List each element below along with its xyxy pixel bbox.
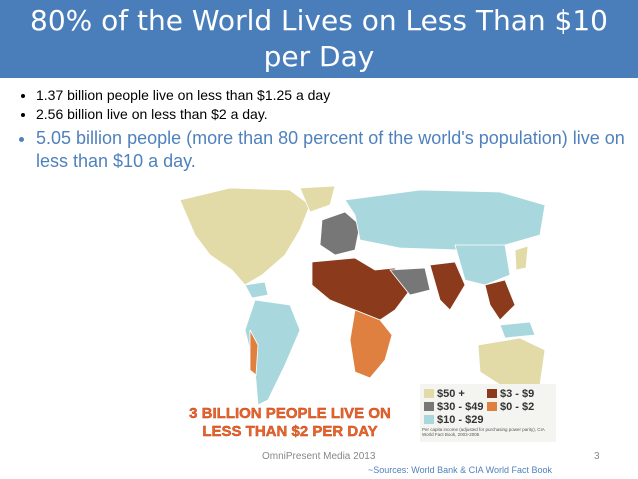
page-number: 3 [594, 451, 600, 462]
legend-label: $0 - $2 [500, 401, 534, 413]
legend-label: $50 + [437, 388, 465, 400]
legend-swatch [487, 389, 497, 398]
legend-label: $3 - $9 [500, 388, 534, 400]
bullet-list: 1.37 billion people live on less than $1… [18, 86, 636, 173]
legend-label: $10 - $29 [437, 414, 483, 426]
footer-credit: OmniPresent Media 2013 [262, 451, 376, 462]
bullet: 1.37 billion people live on less than $1… [36, 86, 636, 105]
slide-title: 80% of the World Lives on Less Than $10 … [0, 0, 638, 78]
map-caption: 3 BILLION PEOPLE LIVE ON [189, 405, 391, 422]
bullet: 5.05 billion people (more than 80 percen… [36, 127, 636, 173]
legend-swatch [424, 402, 434, 411]
map-caption: LESS THAN $2 PER DAY [202, 423, 377, 440]
bullet: 2.56 billion live on less than $2 a day. [36, 105, 636, 124]
legend-swatch [424, 389, 434, 398]
legend-note: Per capita income (adjusted for purchasi… [422, 427, 545, 437]
footer-sources: ~Sources: World Bank & CIA World Fact Bo… [368, 465, 552, 475]
legend-swatch [487, 402, 497, 411]
legend-label: $30 - $49 [437, 401, 483, 413]
legend-swatch [424, 415, 434, 424]
